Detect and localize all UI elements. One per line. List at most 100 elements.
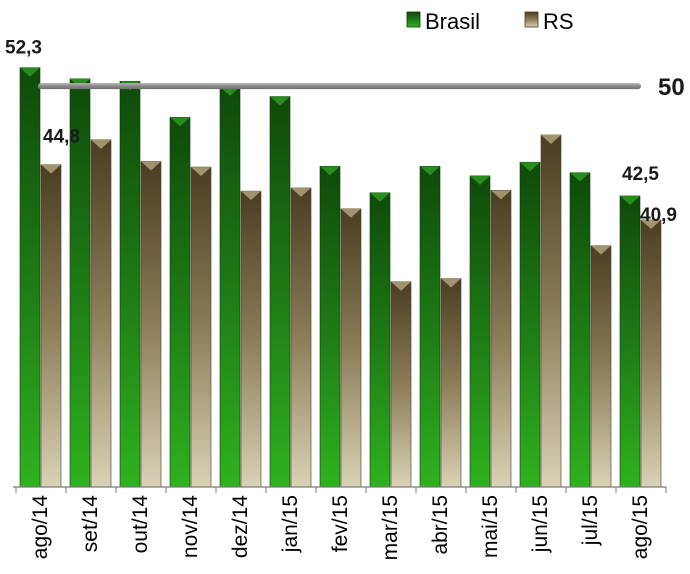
bar-body [390,281,412,488]
legend-label-brasil: Brasil [425,9,480,34]
bar-body [619,195,641,488]
bar-bevel [470,175,490,185]
bar-bevel [570,172,590,182]
data-label: 40,9 [640,205,677,226]
bar-bevel [191,167,211,177]
bar-brasil-jun-15 [519,161,541,488]
bar-rs-nov-14 [190,166,212,488]
bar-rs-jul-15 [590,245,612,488]
bar-body [19,67,41,488]
bar-rs-mar-15 [390,281,412,488]
x-tick-label: jul/15 [579,495,602,546]
bar-body [269,96,291,488]
bar-body [290,187,312,488]
reference-line-layer: 50 [38,74,685,101]
reference-line-label: 50 [658,74,685,101]
bar-body [519,161,541,488]
bar-body [440,278,462,488]
data-label: 44,8 [43,127,80,148]
bar-rs-out-14 [140,161,162,488]
bar-bevel [591,245,611,255]
bar-brasil-dez-14 [219,86,241,488]
bar-rs-fev-15 [340,208,362,488]
bar-bevel [341,208,361,218]
bar-brasil-nov-14 [169,117,191,488]
bar-body [569,172,591,488]
bar-body [369,192,391,488]
bar-bevel [491,190,511,200]
bar-bevel [441,278,461,288]
bar-rs-abr-15 [440,278,462,488]
bar-bevel [141,161,161,171]
bar-bevel [320,166,340,176]
x-tick-label: out/14 [129,495,152,554]
x-tick-label: mai/15 [479,495,502,558]
bar-rs-ago-14 [40,164,62,488]
data-labels-layer: 52,3 44,8 42,5 40,9 [5,38,677,226]
x-tick-label: jun/15 [529,495,552,553]
bar-rs-jan-15 [290,187,312,488]
x-tick-label: set/14 [79,495,102,553]
bar-brasil-mar-15 [369,192,391,488]
reference-line [38,83,641,90]
bar-bevel [620,195,640,205]
bars-layer [19,67,662,488]
x-axis: ago/14 set/14 out/14 nov/14 dez/14 jan/15 fev/… [13,486,667,560]
bar-brasil-jul-15 [569,172,591,488]
bar-bevel [270,96,290,106]
bar-brasil-jan-15 [269,96,291,488]
bar-bevel [520,162,540,172]
bar-bevel [420,166,440,176]
bar-body [340,208,362,488]
bar-bevel [291,187,311,197]
x-tick-label: abr/15 [429,495,452,555]
bar-bevel [391,281,411,291]
bar-rs-ago-15 [640,219,662,488]
bar-brasil-abr-15 [419,165,441,488]
bar-bevel [41,164,61,174]
bar-body [119,80,141,488]
bar-bevel [170,117,190,127]
x-tick-label: mar/15 [379,495,402,560]
bar-bevel [370,192,390,202]
bar-body [490,190,512,488]
x-tick-label: nov/14 [179,495,202,558]
bar-body [40,164,62,488]
bar-body [190,166,212,488]
bar-rs-dez-14 [240,190,262,488]
bar-body [219,86,241,488]
bar-brasil-ago-14 [19,67,41,488]
bar-bevel [20,67,40,77]
legend-swatch-rs [524,11,539,28]
bar-rs-mai-15 [490,190,512,488]
bar-brasil-ago-15 [619,195,641,488]
legend-label-rs: RS [543,9,574,34]
data-label: 52,3 [5,38,42,59]
data-label: 42,5 [622,164,659,185]
x-tick-label: ago/14 [29,495,52,560]
bar-body [590,245,612,488]
bar-body [540,134,562,488]
bar-bevel [241,191,261,201]
bar-brasil-fev-15 [319,165,341,488]
legend: Brasil RS [406,9,574,34]
x-tick-label: ago/15 [629,495,652,559]
bar-bevel [220,86,240,96]
x-tick-label: fev/15 [329,495,352,552]
bar-brasil-out-14 [119,80,141,488]
bar-bevel [541,135,561,145]
bar-body [419,165,441,488]
bar-body [240,190,262,488]
x-tick-label: dez/14 [229,495,252,558]
bar-body [319,165,341,488]
bar-body [140,161,162,488]
legend-swatch-brasil [406,11,421,28]
bar-body [640,219,662,488]
bar-rs-set-14 [90,139,112,488]
bar-brasil-mai-15 [469,175,491,488]
bar-bevel [641,219,661,229]
x-tick-label: jan/15 [279,495,302,553]
bar-rs-jun-15 [540,134,562,488]
bar-bevel [91,139,111,149]
